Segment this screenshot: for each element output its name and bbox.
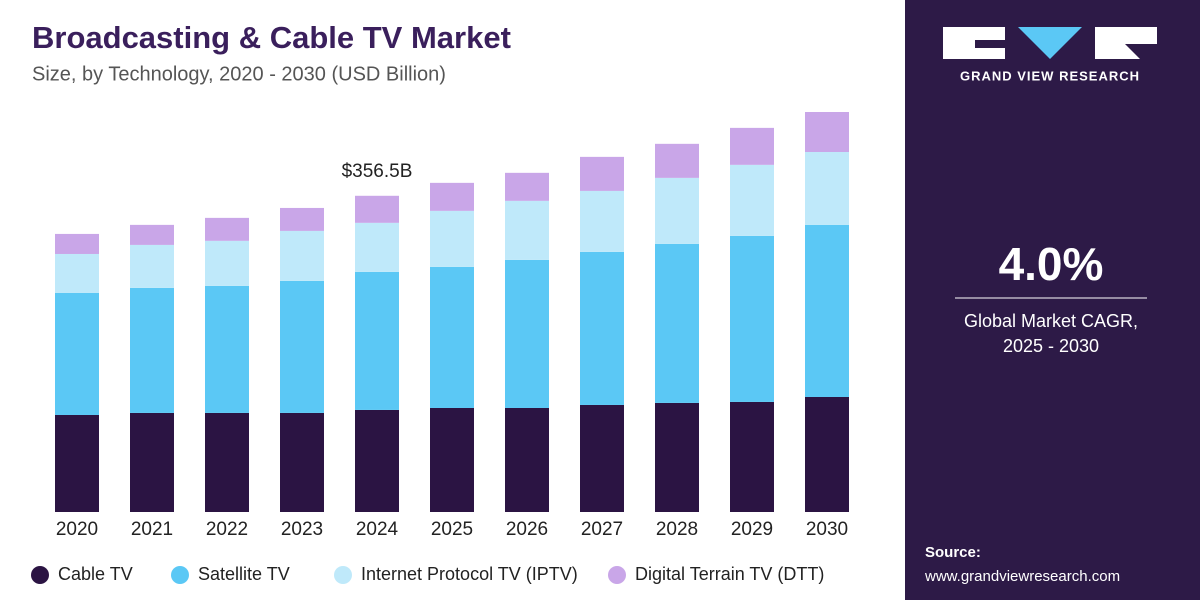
x-tick-label: 2029	[731, 519, 773, 540]
bar-segment	[205, 240, 249, 286]
bar-segment	[655, 177, 699, 244]
bar-segment	[805, 112, 849, 152]
bar-segment	[430, 266, 474, 408]
bar-segment	[580, 404, 624, 512]
bar-segment	[655, 402, 699, 512]
legend-label: Satellite TV	[198, 564, 290, 584]
bar-segment	[205, 217, 249, 241]
bar-segment	[805, 224, 849, 397]
x-tick-label: 2026	[506, 519, 548, 540]
source-url: www.grandviewresearch.com	[924, 568, 1120, 585]
logo-v	[1018, 27, 1082, 59]
bar-segment	[355, 271, 399, 410]
logo-g-cut	[975, 40, 1005, 48]
chart-subtitle: Size, by Technology, 2020 - 2030 (USD Bi…	[32, 63, 446, 85]
cagr-caption: Global Market CAGR,	[964, 311, 1138, 331]
bar-segment	[505, 407, 549, 512]
bar-segment	[730, 235, 774, 402]
bar-segment	[205, 285, 249, 413]
bar-segment	[355, 409, 399, 512]
plot: 2020 2021 2022 2023 2024 $356.5B 2025 2026 2027 2…	[55, 112, 849, 540]
bar-segment	[55, 414, 99, 512]
bar-segment	[655, 243, 699, 403]
bar-segment	[580, 251, 624, 405]
x-tick-label: 2028	[656, 519, 698, 540]
legend-label: Digital Terrain TV (DTT)	[635, 564, 824, 584]
bar-segment	[55, 253, 99, 293]
x-tick-label: 2030	[806, 519, 848, 540]
logo: GRAND VIEW RESEARCH	[943, 27, 1157, 83]
bar-segment	[280, 280, 324, 413]
legend-label: Cable TV	[58, 564, 133, 584]
bar-segment	[805, 396, 849, 512]
annotation: $356.5B	[342, 161, 413, 182]
bar-segment	[205, 412, 249, 512]
bar-segment	[805, 151, 849, 225]
bar-segment	[280, 207, 324, 231]
x-tick-label: 2024	[356, 519, 399, 540]
bar-segment	[430, 182, 474, 211]
bar-segment	[55, 233, 99, 254]
source-label: Source:	[925, 544, 981, 561]
cagr-value: 4.0%	[999, 238, 1104, 290]
bar-segment	[130, 244, 174, 288]
legend-label: Internet Protocol TV (IPTV)	[361, 564, 578, 584]
bar-segment	[580, 190, 624, 252]
x-tick-label: 2027	[581, 519, 623, 540]
bar-segment	[130, 287, 174, 413]
legend-marker	[608, 566, 626, 584]
bar-segment	[355, 222, 399, 272]
sidebar	[905, 0, 1200, 600]
chart-title: Broadcasting & Cable TV Market	[32, 20, 511, 55]
x-tick-label: 2023	[281, 519, 323, 540]
bar-segment	[55, 292, 99, 415]
bar-segment	[280, 230, 324, 281]
bar-segment	[430, 210, 474, 267]
bar-segment	[730, 127, 774, 165]
bar-segment	[655, 143, 699, 178]
bar-segment	[505, 259, 549, 408]
x-tick-label: 2025	[431, 519, 473, 540]
bar-segment	[130, 224, 174, 245]
bar-segment	[505, 172, 549, 201]
bar-segment	[580, 156, 624, 191]
x-tick-label: 2020	[56, 519, 98, 540]
bar-segment	[430, 407, 474, 512]
bar-segment	[280, 412, 324, 512]
brand: GRAND VIEW RESEARCH	[960, 68, 1140, 83]
legend: Cable TV Satellite TV Internet Protocol TV…	[31, 564, 824, 584]
bar-segment	[505, 200, 549, 260]
bar-segment	[355, 195, 399, 223]
legend-marker	[31, 566, 49, 584]
x-tick-label: 2021	[131, 519, 173, 540]
legend-marker	[171, 566, 189, 584]
bar-segment	[730, 401, 774, 512]
logo-r-cut	[1125, 44, 1157, 59]
x-tick-label: 2022	[206, 519, 248, 540]
bar-segment	[730, 164, 774, 236]
bar-segment	[130, 412, 174, 512]
cagr-caption: 2025 - 2030	[1003, 336, 1099, 356]
legend-marker	[334, 566, 352, 584]
